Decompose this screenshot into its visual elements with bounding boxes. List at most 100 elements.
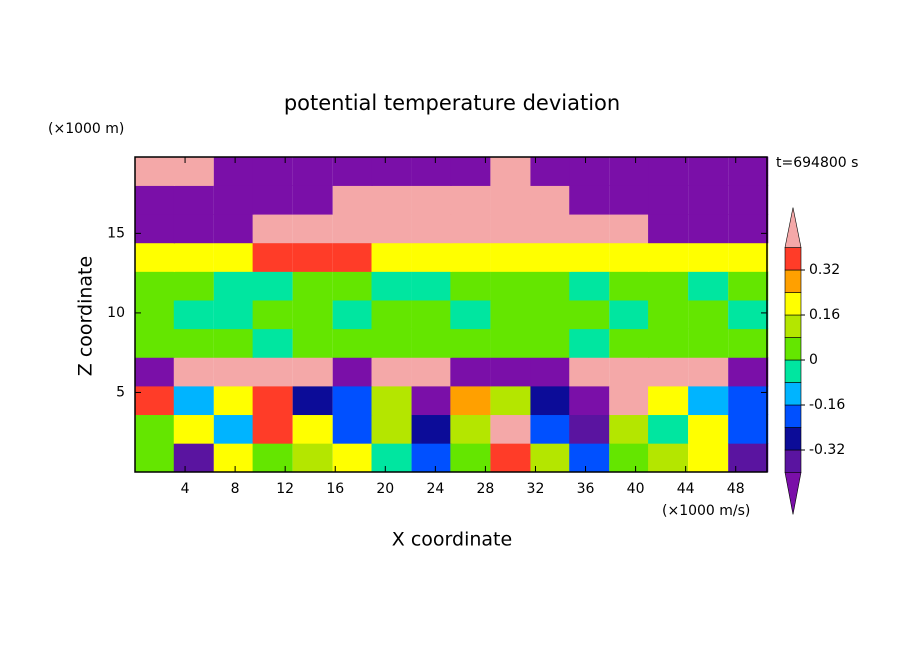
contour-cell	[292, 299, 333, 330]
x-tick-label: 44	[677, 481, 695, 497]
contour-cell	[450, 385, 491, 416]
contour-cell	[134, 443, 176, 473]
contour-cell	[569, 443, 610, 473]
contour-cell	[688, 156, 729, 186]
contour-cell	[173, 357, 214, 387]
contour-cell	[648, 357, 689, 387]
colorbar-tick-label: 0.16	[809, 307, 840, 323]
contour-cell	[530, 185, 571, 215]
contour-cell	[609, 271, 650, 301]
contour-cell	[252, 271, 293, 301]
contour-cell	[332, 242, 373, 272]
colorbar-box	[784, 337, 802, 361]
contour-cell	[213, 328, 254, 358]
x-tick-label: 36	[577, 481, 595, 497]
contour-cell	[490, 156, 531, 186]
contour-cell	[134, 299, 176, 330]
time-annotation: t=694800 s	[776, 155, 858, 171]
contour-cell	[173, 414, 214, 444]
contour-cell	[252, 328, 293, 358]
contour-cell	[648, 271, 689, 301]
contour-cell	[648, 242, 689, 272]
contour-cell	[648, 385, 689, 416]
contour-cell	[530, 443, 571, 473]
colorbar-box	[784, 382, 802, 406]
contour-cell	[252, 213, 293, 244]
contour-cell	[728, 242, 769, 272]
contour-cell	[688, 443, 729, 473]
contour-cell	[371, 299, 412, 330]
contour-cell	[411, 271, 452, 301]
contour-cell	[688, 385, 729, 416]
contour-cell	[728, 185, 769, 215]
contour-cell	[213, 385, 254, 416]
x-tick-label: 4	[181, 481, 190, 497]
contour-cell	[728, 357, 769, 387]
contour-cell	[332, 156, 373, 186]
contour-cell	[332, 443, 373, 473]
contour-cell	[450, 242, 491, 272]
contour-cell	[292, 385, 333, 416]
contour-cell	[213, 357, 254, 387]
contour-cell	[569, 213, 610, 244]
contour-cell	[134, 242, 176, 272]
y-axis-label: Z coordinate	[75, 256, 97, 376]
contour-cell	[688, 242, 729, 272]
contour-cell	[450, 414, 491, 444]
colorbar-box	[784, 427, 802, 451]
contour-cell	[530, 385, 571, 416]
contour-cell	[292, 213, 333, 244]
contour-cell	[728, 299, 769, 330]
chart-title: potential temperature deviation	[284, 91, 620, 115]
contour-cell	[728, 213, 769, 244]
contour-cell	[609, 357, 650, 387]
contour-cell	[648, 156, 689, 186]
contour-cell	[134, 328, 176, 358]
contour-cell	[332, 185, 373, 215]
contour-cell	[173, 271, 214, 301]
contour-cell	[609, 242, 650, 272]
contour-cell	[688, 328, 729, 358]
contour-cell	[252, 414, 293, 444]
contour-cell	[411, 328, 452, 358]
colorbar-tick-label: 0	[809, 352, 818, 368]
contour-cell	[134, 185, 176, 215]
contour-cell	[173, 213, 214, 244]
contour-cell	[569, 414, 610, 444]
contour-cell	[371, 185, 412, 215]
x-tick-label: 24	[426, 481, 444, 497]
contour-cell	[490, 242, 531, 272]
contour-cell	[648, 414, 689, 444]
contour-cell	[688, 271, 729, 301]
contour-cell	[450, 357, 491, 387]
contour-cell	[530, 357, 571, 387]
contour-cell	[450, 299, 491, 330]
contour-cell	[134, 385, 176, 416]
contour-cell	[490, 443, 531, 473]
colorbar-box	[784, 404, 802, 428]
contour-cell	[371, 156, 412, 186]
contour-cell	[292, 271, 333, 301]
contour-cell	[609, 299, 650, 330]
colorbar-box	[784, 292, 802, 316]
y-tick-label: 15	[107, 225, 125, 241]
contour-cell	[530, 271, 571, 301]
contour-cell	[252, 443, 293, 473]
contour-cell	[252, 299, 293, 330]
colorbar-tick-label: -0.16	[809, 397, 845, 413]
contour-cell	[490, 357, 531, 387]
contour-cell	[371, 385, 412, 416]
contour-cell	[213, 443, 254, 473]
contour-cell	[371, 414, 412, 444]
contour-cell	[213, 185, 254, 215]
y-tick-label: 10	[107, 305, 125, 321]
colorbar-under	[784, 472, 802, 515]
contour-cell	[728, 271, 769, 301]
contour-cell	[411, 385, 452, 416]
contour-cell	[371, 328, 412, 358]
contour-cell	[173, 328, 214, 358]
contour-cell	[292, 414, 333, 444]
contour-cell	[569, 271, 610, 301]
contour-cell	[411, 185, 452, 215]
